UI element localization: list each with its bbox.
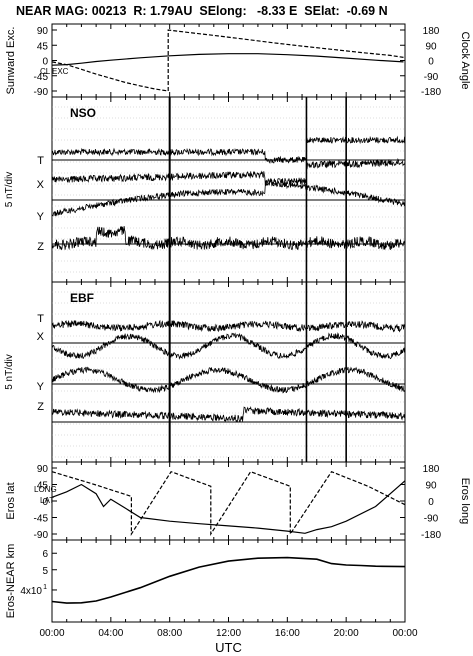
component-label-ebf-y: Y xyxy=(37,381,45,393)
x-tick-label: 20:00 xyxy=(334,628,359,639)
x-tick-label: 16:00 xyxy=(275,628,300,639)
y2-tick-label: -90 xyxy=(424,514,439,525)
y-axis-label-sunward: Sunward Exc. xyxy=(5,27,17,95)
panel-label-nso: NSO xyxy=(70,106,96,120)
y-tick-label-exponent: 1 xyxy=(43,584,47,591)
y2-tick-label: -180 xyxy=(421,530,441,541)
y2-tick-label: -180 xyxy=(421,87,441,98)
component-label-nso-z: Z xyxy=(37,241,44,253)
y-tick-label: -45 xyxy=(34,72,49,83)
component-label-nso-x: X xyxy=(37,179,45,191)
y-axis-label-nso: 5 nT/div xyxy=(4,172,15,208)
y-tick-label: -90 xyxy=(34,87,49,98)
y2-tick-label: 180 xyxy=(423,26,440,37)
legend-exc: EXC xyxy=(52,67,69,76)
x-tick-label: 00:00 xyxy=(392,628,417,639)
trace-ebf-t xyxy=(51,319,406,333)
trace-ebf-x xyxy=(51,332,406,360)
panel-frame-eros xyxy=(51,461,406,541)
x-tick-label: 00:00 xyxy=(39,628,64,639)
y-axis-label-eros-long: Eros long xyxy=(459,478,471,524)
series-exc xyxy=(51,53,404,66)
y-tick-label: -45 xyxy=(34,514,49,525)
y-tick-label: 90 xyxy=(37,464,49,475)
x-tick-label: 08:00 xyxy=(157,628,182,639)
series-distance xyxy=(51,556,406,604)
y-tick-label: 0 xyxy=(42,497,48,508)
legend-long: LONG xyxy=(34,485,57,494)
component-label-nso-t: T xyxy=(37,155,44,167)
component-label-ebf-x: X xyxy=(37,331,45,343)
y-tick-label: 45 xyxy=(37,41,49,52)
y-axis-label-distance: Eros-NEAR km xyxy=(5,544,17,619)
y-tick-label: -90 xyxy=(34,530,49,541)
trace-nso-z xyxy=(51,225,406,251)
y-tick-label: 5 xyxy=(42,566,48,577)
trace-ebf-z xyxy=(51,406,406,423)
y-axis-label-ebf: 5 nT/div xyxy=(4,354,15,390)
y2-tick-label: 180 xyxy=(423,464,440,475)
x-axis-label: UTC xyxy=(215,640,242,655)
trace-nso-t xyxy=(51,135,406,164)
y-tick-label: 0 xyxy=(42,57,48,68)
y-axis-label-eros-lat: Eros lat xyxy=(5,482,17,519)
y-tick-label: 45 xyxy=(37,481,49,492)
x-tick-label: 12:00 xyxy=(216,628,241,639)
trace-nso-y xyxy=(51,179,406,217)
component-label-nso-y: Y xyxy=(37,211,45,223)
legend-lat: LAT xyxy=(40,496,54,505)
y-axis-label-clock: Clock Angle xyxy=(459,31,471,89)
y2-tick-label: 90 xyxy=(425,481,437,492)
header-title: NEAR MAG: 00213 R: 1.79AU SElong: -8.33 … xyxy=(16,4,388,18)
panel-frame-dist xyxy=(51,539,406,623)
component-label-ebf-t: T xyxy=(37,313,44,325)
y2-tick-label: 0 xyxy=(428,57,434,68)
series-long xyxy=(51,470,406,537)
x-tick-label: 04:00 xyxy=(98,628,123,639)
legend-cl: CL xyxy=(40,67,51,76)
y-tick-label: 6 xyxy=(42,549,48,560)
component-label-ebf-z: Z xyxy=(37,401,44,413)
panel-label-ebf: EBF xyxy=(70,291,94,305)
panel-frame-nso xyxy=(51,96,406,283)
series-lat xyxy=(51,480,406,534)
trace-nso-x xyxy=(51,158,406,187)
series-cl xyxy=(51,29,404,92)
y2-tick-label: -90 xyxy=(424,72,439,83)
y2-tick-label: 0 xyxy=(428,497,434,508)
y2-tick-label: 90 xyxy=(425,41,437,52)
y-tick-label: 90 xyxy=(37,26,49,37)
y-tick-label: 4x10 xyxy=(20,586,42,597)
